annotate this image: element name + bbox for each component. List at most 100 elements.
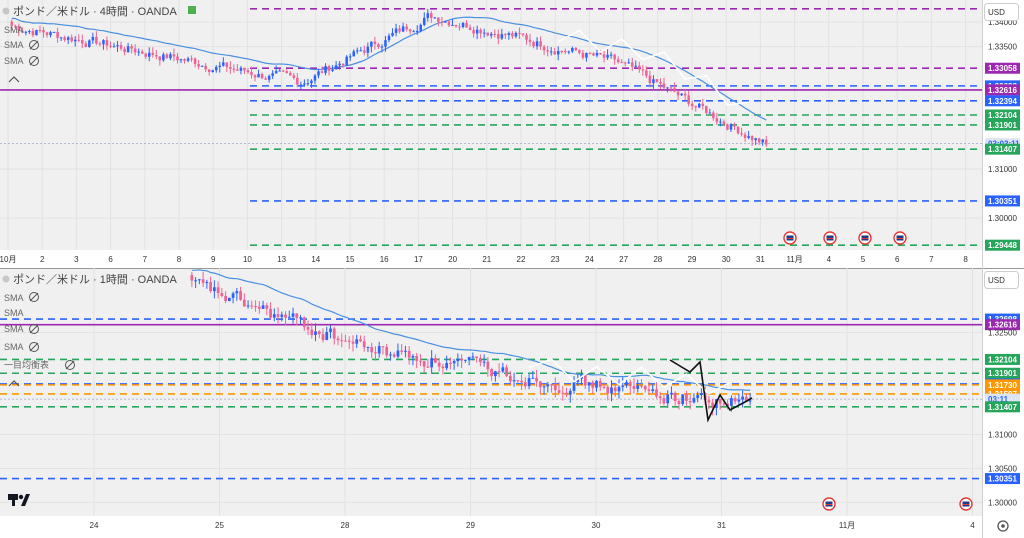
candle-body bbox=[351, 341, 355, 344]
candle-body bbox=[581, 52, 585, 58]
candle-body bbox=[186, 58, 190, 61]
price-tag[interactable] bbox=[985, 313, 1020, 325]
pane1-currency-button[interactable]: USD bbox=[984, 3, 1019, 21]
candle-body bbox=[591, 382, 595, 388]
candle-body bbox=[158, 56, 162, 61]
economic-event-flag-icon[interactable] bbox=[893, 231, 907, 245]
pane2-hide-icon-4[interactable] bbox=[65, 360, 75, 370]
price-tag[interactable] bbox=[985, 84, 1020, 96]
candle-body bbox=[556, 50, 560, 55]
economic-event-flag-icon[interactable] bbox=[959, 497, 973, 511]
x-tick-label: 3 bbox=[74, 255, 79, 264]
pane1-currency-label: USD bbox=[988, 8, 1005, 17]
price-tag[interactable] bbox=[985, 119, 1020, 131]
price-tag[interactable] bbox=[985, 143, 1020, 155]
pane2-indicator-1[interactable]: SMA bbox=[4, 308, 24, 318]
pane1-indicator-2[interactable]: SMA bbox=[4, 56, 24, 66]
price-tag[interactable] bbox=[985, 473, 1020, 485]
pane2-collapse-chevron-icon[interactable] bbox=[8, 380, 20, 387]
price-tag[interactable] bbox=[985, 95, 1020, 107]
candle-body bbox=[606, 54, 609, 58]
price-tag[interactable] bbox=[985, 367, 1020, 379]
candle-body bbox=[250, 305, 254, 307]
pane1-indicator-0[interactable]: SMA bbox=[4, 25, 24, 35]
candle-body bbox=[419, 360, 422, 362]
economic-event-flag-icon[interactable] bbox=[823, 231, 837, 245]
candle-body bbox=[715, 118, 719, 122]
price-tag[interactable] bbox=[985, 401, 1020, 413]
pane2-indicator-2[interactable]: SMA bbox=[4, 324, 24, 334]
candle-body bbox=[345, 56, 348, 66]
pane2-indicator-3[interactable]: SMA bbox=[4, 342, 24, 352]
candle-body bbox=[726, 124, 729, 130]
candle-body bbox=[553, 51, 556, 55]
pane2-background[interactable] bbox=[0, 268, 982, 516]
forecast-drawing[interactable] bbox=[669, 359, 753, 423]
candle-body bbox=[126, 46, 130, 53]
candle-body bbox=[482, 32, 486, 34]
candle-body bbox=[285, 71, 289, 73]
candle-body bbox=[291, 313, 295, 317]
economic-event-flag-icon[interactable] bbox=[822, 497, 836, 511]
price-tag[interactable] bbox=[985, 379, 1020, 391]
candle-body bbox=[598, 380, 602, 387]
candle-body bbox=[454, 24, 458, 27]
candle-body bbox=[627, 62, 631, 64]
price-tag[interactable] bbox=[985, 138, 1020, 150]
candle-body bbox=[193, 58, 197, 64]
candle-body bbox=[396, 350, 400, 357]
x-tick-label: 13 bbox=[277, 255, 286, 264]
price-tag[interactable] bbox=[985, 109, 1020, 121]
candle-body bbox=[212, 287, 216, 292]
candle-body bbox=[17, 25, 21, 31]
candle-body bbox=[692, 398, 696, 403]
pane1-collapse-chevron-icon[interactable] bbox=[8, 76, 20, 83]
candle-body bbox=[655, 389, 658, 397]
y-tick-label: 1.31000 bbox=[988, 165, 1017, 174]
candle-body bbox=[638, 65, 641, 70]
pane1-title[interactable]: ポンド／米ドル · 4時間 · OANDA bbox=[13, 5, 177, 18]
candle-body bbox=[726, 403, 730, 406]
price-tag[interactable] bbox=[985, 353, 1020, 365]
pane1-hide-icon-1[interactable] bbox=[29, 40, 39, 50]
tradingview-logo-icon[interactable] bbox=[8, 494, 30, 506]
pane1-hide-icon-2[interactable] bbox=[29, 56, 39, 66]
price-tag[interactable] bbox=[985, 319, 1020, 331]
pane2-time-axis[interactable] bbox=[0, 516, 982, 538]
pane1-indicator-1[interactable]: SMA bbox=[4, 40, 24, 50]
candle-body bbox=[10, 21, 14, 26]
price-tag[interactable] bbox=[985, 195, 1020, 207]
pane1-time-axis[interactable] bbox=[0, 250, 982, 268]
candle-body bbox=[389, 354, 392, 356]
candle-body bbox=[261, 305, 265, 309]
pane2-title[interactable]: ポンド／米ドル · 1時間 · OANDA bbox=[13, 273, 177, 286]
pane2-hide-icon-2[interactable] bbox=[29, 324, 39, 334]
candle-body bbox=[280, 314, 284, 317]
projection-drawing[interactable] bbox=[528, 358, 732, 395]
candle-body bbox=[324, 66, 327, 73]
price-tag[interactable] bbox=[985, 393, 1020, 405]
economic-event-flag-icon[interactable] bbox=[858, 231, 872, 245]
candle-body bbox=[411, 356, 415, 358]
price-tag[interactable] bbox=[985, 62, 1020, 74]
candle-body bbox=[578, 50, 581, 53]
economic-event-flag-icon[interactable] bbox=[783, 231, 797, 245]
price-tag[interactable] bbox=[985, 239, 1020, 251]
projection-drawing[interactable] bbox=[557, 29, 749, 107]
pane2-indicator-4[interactable]: 一目均衡表 bbox=[4, 359, 49, 370]
pane2-indicator-0[interactable]: SMA bbox=[4, 293, 24, 303]
pane2-currency-button[interactable]: USD bbox=[984, 271, 1019, 289]
pane2-hide-icon-3[interactable] bbox=[29, 342, 39, 352]
candle-body bbox=[179, 59, 183, 61]
pane2-hide-icon-1[interactable] bbox=[29, 292, 39, 302]
candle-body bbox=[712, 112, 715, 119]
candle-body bbox=[729, 124, 733, 130]
chart-settings-gear-icon[interactable] bbox=[997, 520, 1009, 532]
candle-body bbox=[574, 47, 578, 51]
candle-body bbox=[370, 41, 373, 47]
candle-body bbox=[214, 66, 218, 71]
candle-body bbox=[532, 41, 535, 47]
candle-body bbox=[56, 31, 59, 38]
candle-body bbox=[334, 65, 338, 70]
